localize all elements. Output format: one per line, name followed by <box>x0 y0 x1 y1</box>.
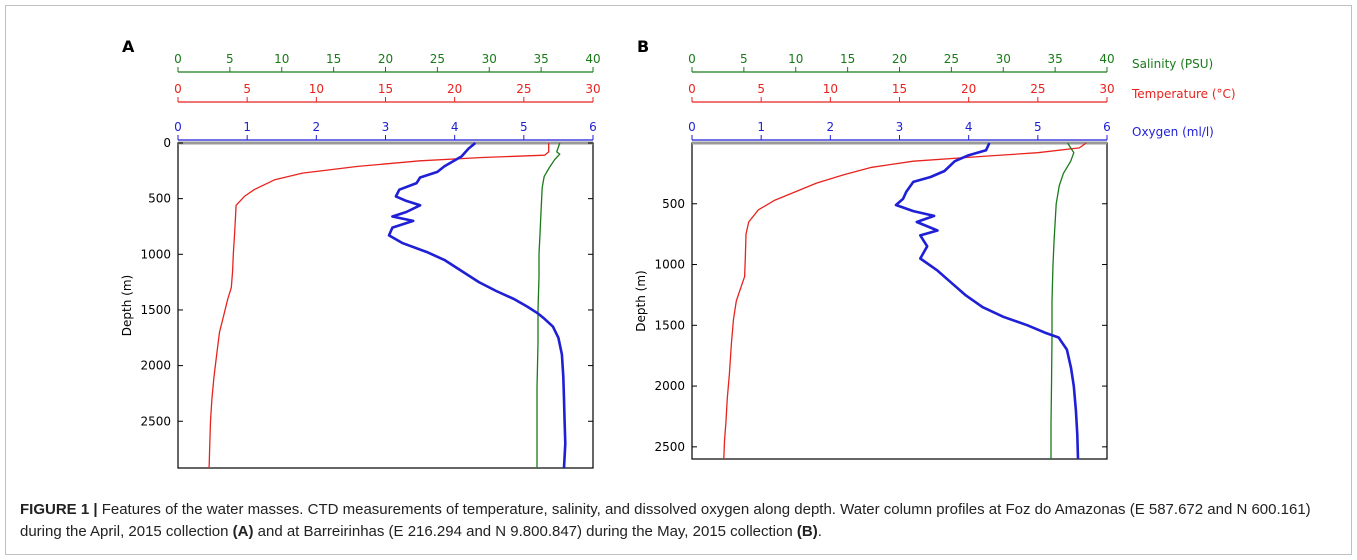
panel-a-oxygen-profile-line <box>387 141 567 469</box>
panel-a-depth-tick-label: 0 <box>163 136 171 150</box>
panel-b-temperature-tick-label: 25 <box>1030 82 1045 96</box>
panel-b-temperature-tick-label: 30 <box>1099 82 1114 96</box>
panel-a-oxygen-tick-label: 0 <box>174 120 182 134</box>
panel-a-depth-tick-label: 1500 <box>140 303 171 317</box>
panel-a-salinity-tick-label: 15 <box>326 52 341 66</box>
panel-b-label: B <box>637 37 649 56</box>
figure-caption: FIGURE 1 | Features of the water masses.… <box>20 499 1340 543</box>
panel-a-depth-tick-label: 2000 <box>140 359 171 373</box>
panel-b-ylabel: Depth (m) <box>634 270 648 331</box>
panel-a-oxygen-tick-label: 3 <box>382 120 390 134</box>
panel-a-label: A <box>122 37 135 56</box>
panel-a-oxygen-tick-label: 5 <box>520 120 528 134</box>
panel-b-oxygen-tick-label: 0 <box>688 120 696 134</box>
caption-label: FIGURE 1 | <box>20 501 98 518</box>
panel-b-salinity-tick-label: 20 <box>892 52 907 66</box>
panel-a-salinity-tick-label: 20 <box>378 52 393 66</box>
panel-a-salinity-tick-label: 30 <box>482 52 497 66</box>
panel-a-salinity-tick-label: 0 <box>174 52 182 66</box>
caption-text-3: . <box>817 523 822 540</box>
caption-ref-a: (A) <box>232 523 254 540</box>
panel-a-oxygen-tick-label: 1 <box>243 120 251 134</box>
panel-a-temperature-tick-label: 15 <box>378 82 393 96</box>
panel-b-salinity-tick-label: 35 <box>1047 52 1062 66</box>
legend-oxygen: Oxygen (ml/l) <box>1132 125 1214 139</box>
panel-b-oxygen-tick-label: 3 <box>896 120 904 134</box>
panel-a-oxygen-tick-label: 2 <box>313 120 321 134</box>
panel-a-oxygen-tick-label: 4 <box>451 120 459 134</box>
panel-a-temperature-tick-label: 0 <box>174 82 182 96</box>
panel-a-depth-tick-label: 500 <box>148 192 171 206</box>
panel-a-depth-tick-label: 1000 <box>140 247 171 261</box>
panel-a-salinity-tick-label: 25 <box>430 52 445 66</box>
panel-b-temperature-tick-label: 5 <box>757 82 765 96</box>
legend-temperature: Temperature (°C) <box>1131 87 1236 101</box>
panel-a-temperature-tick-label: 5 <box>243 82 251 96</box>
panel-b-oxygen-tick-label: 6 <box>1103 120 1111 134</box>
panel-a-oxygen-tick-label: 6 <box>589 120 597 134</box>
panel-a-salinity-tick-label: 40 <box>585 52 600 66</box>
panel-a-temperature-tick-label: 25 <box>516 82 531 96</box>
legend-salinity: Salinity (PSU) <box>1132 57 1213 71</box>
panel-a-temperature-tick-label: 10 <box>309 82 324 96</box>
figure-frame <box>5 5 1352 555</box>
caption-text-2: and at Barreirinhas (E 216.294 and N 9.8… <box>253 523 797 540</box>
panel-a-ylabel: Depth (m) <box>120 275 134 336</box>
panel-b-salinity-tick-label: 15 <box>840 52 855 66</box>
panel-b-oxygen-tick-label: 5 <box>1034 120 1042 134</box>
panel-b-temperature-profile-line <box>723 142 1087 460</box>
panel-b-depth-tick-label: 1500 <box>654 318 685 332</box>
panel-b-depth-tick-label: 1000 <box>654 258 685 272</box>
panel-b-depth-tick-label: 500 <box>662 197 685 211</box>
panel-b-salinity-tick-label: 25 <box>944 52 959 66</box>
panel-b-temperature-tick-label: 20 <box>961 82 976 96</box>
panel-b-temperature-tick-label: 15 <box>892 82 907 96</box>
panel-b-depth-tick-label: 2000 <box>654 379 685 393</box>
panel-a-salinity-tick-label: 5 <box>226 52 234 66</box>
panel-b-depth-tick-label: 2500 <box>654 440 685 454</box>
panel-a-salinity-profile-line <box>536 142 561 468</box>
panel-a-salinity-tick-label: 35 <box>533 52 548 66</box>
panel-b-salinity-tick-label: 10 <box>788 52 803 66</box>
panel-a-temperature-tick-label: 20 <box>447 82 462 96</box>
panel-a-depth-tick-label: 2500 <box>140 414 171 428</box>
panel-b-salinity-profile-line <box>1050 142 1075 459</box>
panel-b-oxygen-tick-label: 1 <box>757 120 765 134</box>
panel-b-temperature-tick-label: 0 <box>688 82 696 96</box>
caption-ref-b: (B) <box>796 523 818 540</box>
panel-b-salinity-tick-label: 0 <box>688 52 696 66</box>
panel-b-oxygen-profile-line <box>894 142 1080 460</box>
panel-b-temperature-tick-label: 10 <box>823 82 838 96</box>
panel-a-salinity-tick-label: 10 <box>274 52 289 66</box>
panel-b-salinity-tick-label: 40 <box>1099 52 1114 66</box>
panel-b-salinity-tick-label: 5 <box>740 52 748 66</box>
caption-text-1: Features of the water masses. CTD measur… <box>20 501 1311 540</box>
panel-b-oxygen-tick-label: 4 <box>965 120 973 134</box>
panel-b-salinity-tick-label: 30 <box>996 52 1011 66</box>
ctd-profile-charts: Salinity (PSU) Temperature (°C) Oxygen (ml… <box>120 37 1236 469</box>
panel-a-temperature-tick-label: 30 <box>585 82 600 96</box>
panel-a-temperature-profile-line <box>208 143 550 469</box>
panel-b-oxygen-tick-label: 2 <box>827 120 835 134</box>
